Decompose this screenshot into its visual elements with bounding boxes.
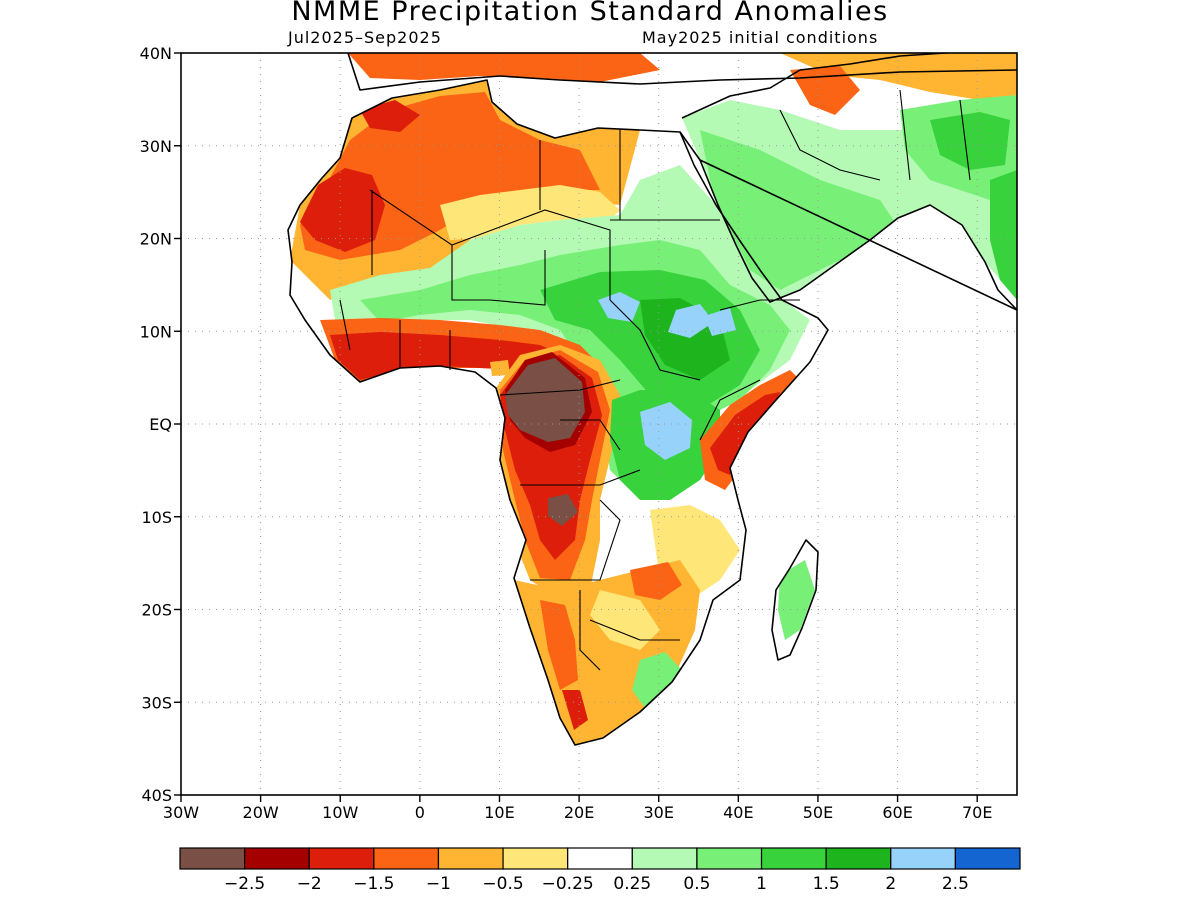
shading-very-dry-namibia — [540, 600, 578, 690]
season-label: Jul2025–Sep2025 — [288, 28, 442, 47]
colorbar-label: 0.5 — [683, 874, 710, 894]
lon-tick-label: 70E — [962, 803, 992, 822]
colorbar-swatch — [244, 847, 310, 870]
lat-tick-label: 20N — [140, 230, 172, 249]
lon-tick-label: 20W — [243, 803, 279, 822]
colorbar-label: −1.5 — [353, 874, 394, 894]
colorbar-label: 1 — [756, 874, 767, 894]
country-borders — [339, 89, 971, 671]
shading-extreme-dry-core — [505, 358, 585, 442]
colorbar-label: −0.5 — [482, 874, 523, 894]
lat-tick-label: 10S — [141, 508, 172, 527]
colorbar-swatch — [890, 847, 956, 870]
colorbar-label: −2.5 — [224, 874, 265, 894]
colorbar-label: −1 — [426, 874, 451, 894]
shading-wet-strong-iran — [930, 112, 1010, 170]
shading-wet-extreme-sahel-2 — [668, 304, 714, 338]
colorbar-swatch — [437, 847, 504, 870]
colorbar-label: −0.25 — [542, 874, 594, 894]
shading-wet-extreme-lakes — [640, 402, 692, 460]
shading-very-dry-west-sahara — [300, 168, 385, 252]
lon-tick-label: 40E — [723, 803, 753, 822]
colorbar-swatch — [373, 847, 440, 870]
colorbar-label: 0.25 — [613, 874, 651, 894]
shading-dry-rim — [440, 185, 620, 240]
coastline-arabia — [681, 53, 1017, 311]
shading-wet-india — [990, 170, 1017, 300]
coastline-europe — [347, 53, 1017, 91]
initial-conditions-label: May2025 initial conditions — [642, 28, 879, 47]
colorbar-swatch — [502, 847, 569, 870]
colorbar-swatch — [179, 847, 246, 870]
shading-wet-arabia — [700, 130, 900, 290]
colorbar-label: −2 — [297, 874, 322, 894]
coastlines — [287, 53, 1017, 746]
shading-wet-extreme-sahel — [598, 292, 640, 322]
lat-tick-label: 40N — [140, 44, 172, 63]
lat-tick-label: 30S — [141, 693, 172, 712]
shading-very-dry-east-coast — [710, 392, 780, 475]
colorbar-swatch — [631, 847, 698, 870]
shading-very-dry-zambia — [630, 562, 682, 600]
lon-tick-label: 20E — [564, 803, 594, 822]
shading-wet-madagascar — [778, 560, 815, 640]
lat-tick-label: EQ — [149, 415, 172, 434]
lon-tick-label: 30W — [163, 803, 199, 822]
longitude-ticks: 30W 20W 10W 0 10E 20E 30E 40E 50E 60E 70E — [163, 795, 992, 822]
coastline-madagascar — [771, 539, 819, 661]
shading-dry-gulf-speck — [490, 360, 510, 376]
lon-tick-label: 60E — [882, 803, 912, 822]
colorbar-swatch — [567, 847, 633, 870]
anomaly-field — [288, 53, 1017, 745]
gridlines — [181, 53, 1017, 795]
lon-tick-label: 10W — [322, 803, 358, 822]
latitude-ticks: 40N 30N 20N 10N EQ 10S 20S 30S 40S — [140, 44, 181, 805]
colorbar-swatch — [825, 847, 892, 870]
lat-tick-label: 30N — [140, 137, 172, 156]
shading-extreme-dry-core-2 — [548, 494, 578, 526]
colorbar-legend: −2.5 −2 −1.5 −1 −0.5 −0.25 0.25 0.5 1 1.5 2 2.5 — [179, 847, 1021, 894]
shading-dry-europe — [348, 53, 660, 82]
colorbar-swatch — [308, 847, 375, 870]
coastline-africa — [287, 79, 829, 746]
shading-wet-extreme-sahel-3 — [704, 308, 736, 336]
lon-tick-label: 30E — [643, 803, 673, 822]
colorbar-label: 2 — [885, 874, 896, 894]
lat-tick-label: 20S — [141, 601, 172, 620]
lon-tick-label: 10E — [484, 803, 514, 822]
lat-tick-label: 40S — [141, 786, 172, 805]
colorbar-label: 2.5 — [942, 874, 969, 894]
shading-very-dry-central-sahara — [360, 100, 420, 132]
lon-tick-label: 50E — [803, 803, 833, 822]
shading-very-dry-southwest — [562, 690, 588, 730]
lat-tick-label: 10N — [140, 322, 172, 341]
colorbar-swatch — [696, 847, 763, 870]
lon-tick-label: 0 — [415, 803, 425, 822]
shading-dry-light-southern — [590, 590, 660, 650]
colorbar-label: 1.5 — [813, 874, 840, 894]
coastline-red-sea — [679, 131, 701, 161]
map-title: NMME Precipitation Standard Anomalies — [291, 0, 889, 27]
colorbar-swatch — [760, 847, 827, 870]
colorbar-swatch — [954, 847, 1021, 870]
